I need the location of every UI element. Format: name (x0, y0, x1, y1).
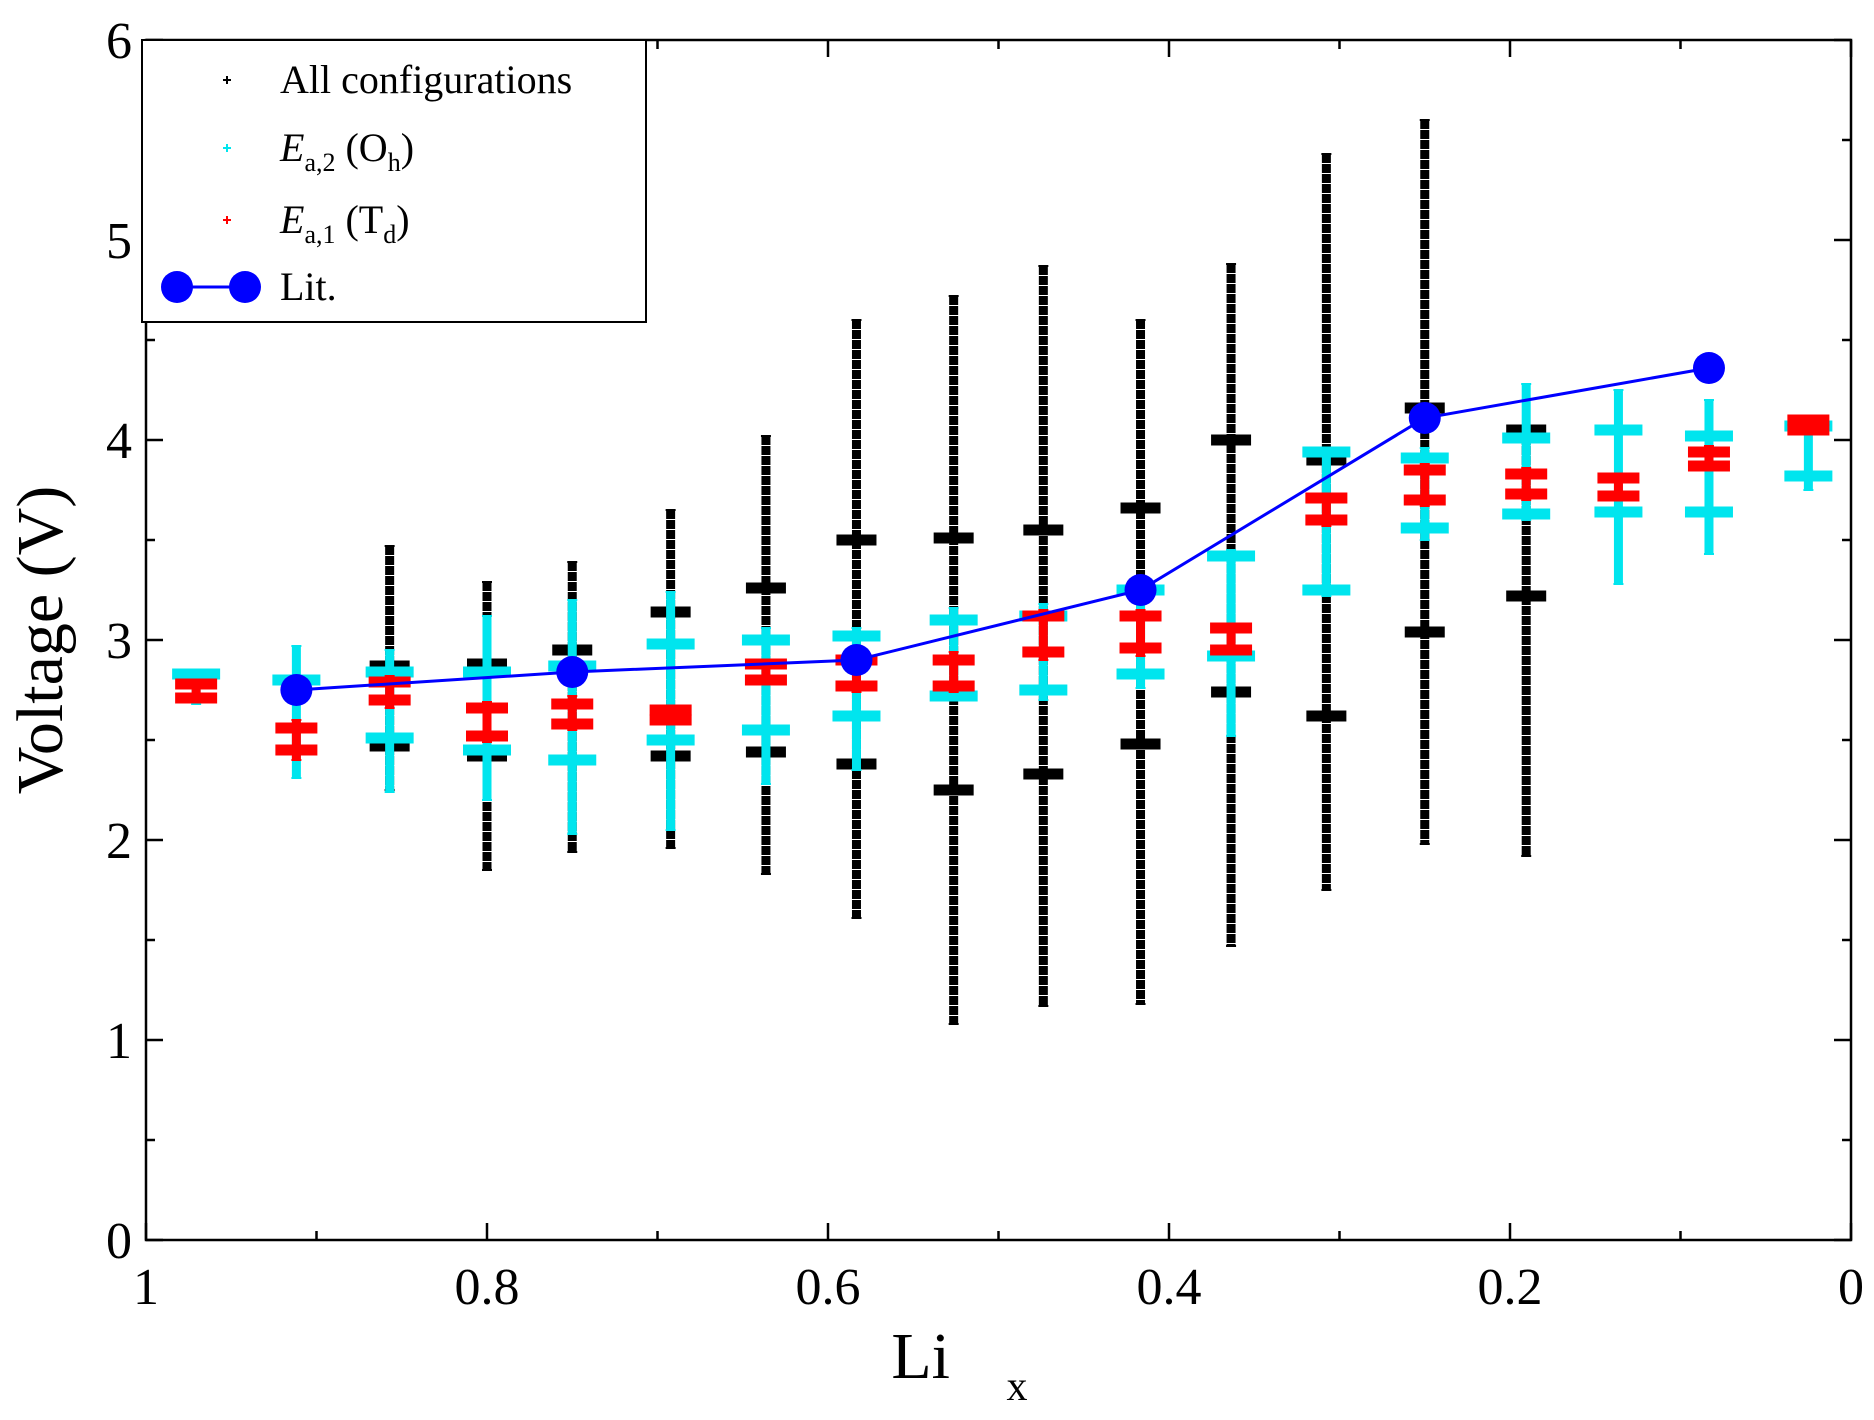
legend-marker-red-plus (223, 216, 231, 224)
y-tick-label: 3 (106, 613, 132, 670)
legend-lit-marker-right (229, 271, 261, 303)
y-tick-label: 4 (106, 413, 132, 470)
legend: All configurations Ea,2 (Oh) Ea,1 (Td) L… (141, 39, 647, 323)
x-tick-label: 0 (1838, 1259, 1864, 1316)
y-tick-label: 5 (106, 213, 132, 270)
x-axis-title: Li (891, 1320, 950, 1393)
y-tick-label: 1 (106, 1013, 132, 1070)
legend-entry-ea2-oh: Ea,2 (Oh) (223, 125, 414, 177)
legend-lit-marker-left (161, 271, 193, 303)
legend-label-ea2-oh: Ea,2 (Oh) (279, 125, 414, 177)
x-tick-label: 0.4 (1137, 1259, 1202, 1316)
y-tick-label: 0 (106, 1213, 132, 1270)
legend-entry-all-configurations: All configurations (223, 57, 572, 102)
legend-marker-cyan-plus (223, 144, 231, 152)
lit-point (556, 656, 589, 688)
y-axis-title: Voltage (V) (4, 486, 77, 795)
lit-point (840, 644, 873, 676)
x-tick-label: 1 (133, 1259, 159, 1316)
series-red (175, 414, 1830, 761)
x-tick-label: 0.2 (1478, 1259, 1543, 1316)
x-tick-label: 0.6 (796, 1259, 861, 1316)
legend-entry-ea1-td: Ea,1 (Td) (223, 197, 410, 249)
legend-entry-lit: Lit. (161, 264, 337, 309)
x-axis-title-subscript: x (1007, 1364, 1028, 1410)
lit-series-layer (280, 352, 1725, 706)
y-tick-label: 6 (106, 13, 132, 70)
legend-marker-black-plus (223, 76, 231, 84)
lit-line (296, 366, 1710, 692)
legend-label-lit: Lit. (280, 264, 337, 309)
lit-point (280, 674, 313, 706)
lit-point (1124, 574, 1157, 606)
lit-point (1692, 352, 1725, 384)
legend-label-ea1-td: Ea,1 (Td) (279, 197, 410, 249)
legend-box (141, 39, 647, 323)
lit-point (1408, 402, 1441, 434)
y-tick-label: 2 (106, 813, 132, 870)
x-tick-label: 0.8 (455, 1259, 520, 1316)
legend-label-all-configurations: All configurations (280, 57, 572, 102)
